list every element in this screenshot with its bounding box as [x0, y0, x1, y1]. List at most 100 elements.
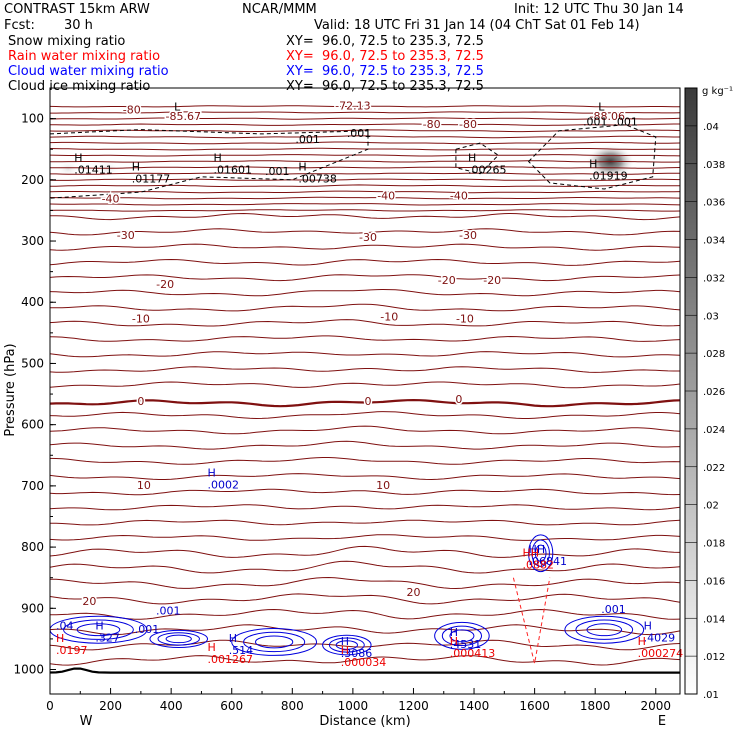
temperature-label-15: -10 [132, 312, 150, 325]
rain-label-marker-5: H [638, 635, 646, 648]
snow-label-value-3: .00738 [298, 173, 337, 186]
rain-label-marker-3: H [450, 635, 458, 648]
cloud-water-label-marker-6: H [341, 635, 349, 648]
cloud-water-contour-3-0 [322, 634, 372, 656]
y-tick-label-3: 400 [21, 295, 44, 309]
temperature-label-7: -40 [377, 189, 395, 202]
cloud-water-contour-5-1 [575, 619, 634, 640]
x-tick-label-10: 2000 [640, 699, 671, 713]
cloud-water-contour-4-0 [434, 621, 490, 650]
isotherm-line-15 [50, 196, 680, 200]
isotherm-line-29 [50, 381, 680, 389]
y-tick-label-5: 600 [21, 418, 44, 432]
isotherm-line-42 [50, 576, 680, 590]
temperature-label-18: 0 [137, 395, 144, 408]
temperature-label-24: 20 [406, 586, 420, 599]
cloud-water-contour-6-1 [531, 539, 550, 567]
y-tick-label-1: 200 [21, 173, 44, 187]
cloud-water-label-marker-9: H [644, 620, 652, 633]
cloud-water-label-value-3: .04 [56, 620, 74, 633]
temperature-label-4: -80 [423, 118, 441, 131]
cloud-water-contour-4-2 [449, 629, 475, 643]
colorbar: .04 .038 .036 .034 .032 .03 .028 .026 .024 .022 .0… [684, 87, 725, 701]
isotherm-line-34 [50, 457, 680, 465]
x-tick-label-4: 800 [281, 699, 304, 713]
rain-label-value-4: .0882 [523, 558, 555, 571]
snow-label-marker-4: H [468, 151, 476, 164]
colorbar-tick-label-6: .028 [703, 349, 725, 360]
temperature-label-14: -20 [483, 274, 501, 287]
isotherm-line-3 [50, 123, 680, 126]
snow-contour-1 [455, 142, 500, 175]
isotherm-line-0 [50, 105, 680, 108]
snow-contour-0 [50, 129, 369, 199]
rain-label-value-3: .000413 [450, 647, 496, 660]
isotherm-line-17 [50, 209, 680, 212]
isotherm-line-41 [50, 560, 680, 574]
cloud-water-contour-5-0 [564, 615, 645, 644]
isotherm-line-30 [50, 398, 680, 408]
isotherm-line-2 [50, 117, 680, 120]
isotherm-line-13 [50, 184, 680, 187]
isotherm-line-47 [50, 655, 680, 666]
cloud-water-label-marker-7: H [450, 626, 458, 639]
snow-label-value-9: .001 [583, 115, 608, 128]
isotherm-line-37 [50, 504, 680, 511]
x-tick-label-3: 600 [220, 699, 243, 713]
y-tick-label-7: 800 [21, 540, 44, 554]
colorbar-tick-label-5: .03 [703, 311, 719, 322]
isotherm-line-40 [50, 545, 680, 558]
temperature-label-11: -30 [459, 229, 477, 242]
field-xy-rain: XY= 96.0, 72.5 to 235.3, 72.5 [286, 49, 484, 64]
cloud-water-label-value-1: .001 [156, 604, 181, 617]
temperature-label-20: 0 [455, 393, 462, 406]
rain-label-value-5: .000274 [638, 647, 684, 660]
field-name-cloud-water: Cloud water mixing ratio [8, 64, 169, 79]
snow-label-value-1: .01177 [132, 173, 171, 186]
cloud-water-label-value-8: .001 [601, 603, 626, 616]
x-tick-label-5: 1000 [338, 699, 369, 713]
snow-label-marker-2: H [214, 151, 222, 164]
cloud-water-label-value-10: .06841 [529, 555, 568, 568]
cloud-water-contour-6-0 [528, 534, 554, 573]
x-tick-label-8: 1600 [519, 699, 550, 713]
colorbar-tick-label-14: .012 [703, 652, 725, 663]
x-tick-label-0: 0 [46, 699, 54, 713]
isotherm-line-31 [50, 411, 680, 420]
cloud-water-contour-4-1 [441, 625, 483, 647]
cloud-water-label-marker-10: HH [529, 543, 546, 556]
isotherm-line-8 [50, 154, 680, 157]
colorbar-tick-label-2: .036 [703, 198, 725, 209]
y-axis-label: Pressure (hPa) [3, 343, 18, 436]
rain-label-marker-0: H [56, 632, 64, 645]
colorbar-tick-label-1: .038 [703, 160, 725, 171]
colorbar-tick-label-12: .016 [703, 576, 725, 587]
organization: NCAR/MMM [242, 2, 317, 17]
colorbar-tick-label-8: .024 [703, 425, 725, 436]
cloud-water-contour-6-2 [534, 544, 547, 562]
isotherm-line-22 [50, 274, 680, 282]
cloud-water-contours [50, 534, 645, 656]
isotherm-line-39 [50, 534, 680, 541]
cloud-water-contour-2-2 [254, 635, 294, 649]
forecast-label: Fcst: [4, 18, 35, 33]
isotherm-line-36 [50, 488, 680, 496]
isotherm-line-10 [50, 166, 680, 169]
isotherm-line-19 [50, 228, 680, 236]
field-xy-cloud-water: XY= 96.0, 72.5 to 235.3, 72.5 [286, 64, 484, 79]
y-tick-label-6: 700 [21, 479, 44, 493]
cloud-water-contour-2-0 [231, 628, 318, 656]
isotherm-line-44 [50, 608, 680, 620]
cloud-water-contour-0-1 [63, 619, 134, 640]
cloud-water-contour-3-2 [335, 640, 358, 650]
isotherm-line-18 [50, 212, 680, 221]
y-tick-label-9: 1000 [13, 663, 44, 677]
isotherm-line-16 [50, 203, 680, 206]
cloud-water-contour-1-0 [149, 629, 209, 648]
colorbar-tick-label-11: .018 [703, 539, 725, 550]
plot-frame [49, 87, 681, 695]
isotherm-line-32 [50, 425, 680, 435]
x-tick-label-2: 400 [160, 699, 183, 713]
cloud-water-label-marker-5: H [229, 632, 237, 645]
